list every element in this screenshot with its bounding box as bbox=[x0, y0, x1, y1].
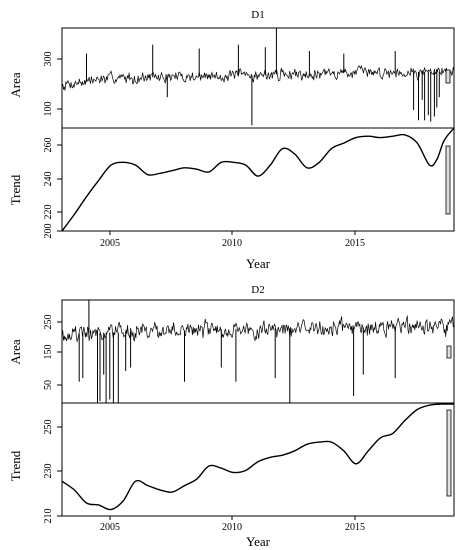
d2-trend-ytick-label: 230 bbox=[43, 464, 54, 479]
area-series-line bbox=[61, 64, 455, 91]
d1-area-series bbox=[61, 28, 455, 126]
d1-trend-line bbox=[61, 127, 455, 232]
d2-trend-frame bbox=[61, 402, 455, 517]
d1-area-range-bar bbox=[445, 69, 451, 84]
d1-x-axis: 2005 2010 2015 Year bbox=[100, 231, 365, 271]
figure-d2-title: D2 bbox=[251, 284, 264, 296]
d2-area-ytick-label: 150 bbox=[43, 345, 54, 360]
d1-trend-panel: Trend 200 220 240 260 bbox=[8, 127, 455, 239]
d1-area-ytick-label: 100 bbox=[43, 102, 54, 117]
d2-xtick-label: 2010 bbox=[222, 522, 242, 533]
d2-trend-ytick-label: 210 bbox=[43, 509, 54, 524]
d2-area-range-bar bbox=[446, 345, 452, 359]
d2-area-series bbox=[61, 300, 455, 403]
d1-xtick-label: 2010 bbox=[222, 238, 242, 249]
d1-xtick-label: 2015 bbox=[345, 238, 365, 249]
d1-x-axis-label: Year bbox=[246, 256, 271, 271]
d2-trend-line bbox=[61, 403, 455, 511]
d1-trend-ytick-label: 240 bbox=[43, 172, 54, 187]
d1-trend-range-bar bbox=[445, 145, 451, 215]
d1-trend-axis-label: Trend bbox=[8, 174, 23, 205]
figure-d1-title: D1 bbox=[251, 9, 264, 21]
d2-x-axis: 2005 2010 2015 Year bbox=[100, 516, 365, 549]
d1-area-ytick-label: 300 bbox=[43, 52, 54, 67]
d2-area-axis-label: Area bbox=[8, 339, 23, 364]
d1-trend-ytick-label: 220 bbox=[43, 205, 54, 220]
d2-xtick-label: 2005 bbox=[100, 522, 120, 533]
d1-trend-ytick-label: 200 bbox=[43, 224, 54, 239]
d1-xtick-label: 2005 bbox=[100, 238, 120, 249]
d2-area-ytick-label: 250 bbox=[43, 315, 54, 330]
d2-trend-range-bar bbox=[446, 409, 452, 497]
figure-d2: D2 Area 50 150 250 Trend 210 230 250 bbox=[8, 284, 455, 549]
d2-trend-axis-label: Trend bbox=[8, 450, 23, 481]
d2-trend-panel: Trend 210 230 250 bbox=[8, 402, 455, 524]
d2-area-ytick-label: 50 bbox=[43, 380, 54, 390]
d2-xtick-label: 2015 bbox=[345, 522, 365, 533]
d1-trend-ytick-label: 260 bbox=[43, 138, 54, 153]
d2-trend-ytick-label: 250 bbox=[43, 420, 54, 435]
area-series-line bbox=[61, 315, 455, 343]
figure-d1: D1 Area 100 300 Trend 200 220 240 260 bbox=[8, 9, 455, 271]
d2-x-axis-label: Year bbox=[246, 534, 271, 549]
d1-area-axis-label: Area bbox=[8, 72, 23, 97]
d1-trend-frame bbox=[61, 127, 455, 232]
d1-area-panel: Area 100 300 bbox=[8, 27, 455, 129]
d2-area-panel: Area 50 150 250 bbox=[8, 299, 455, 404]
